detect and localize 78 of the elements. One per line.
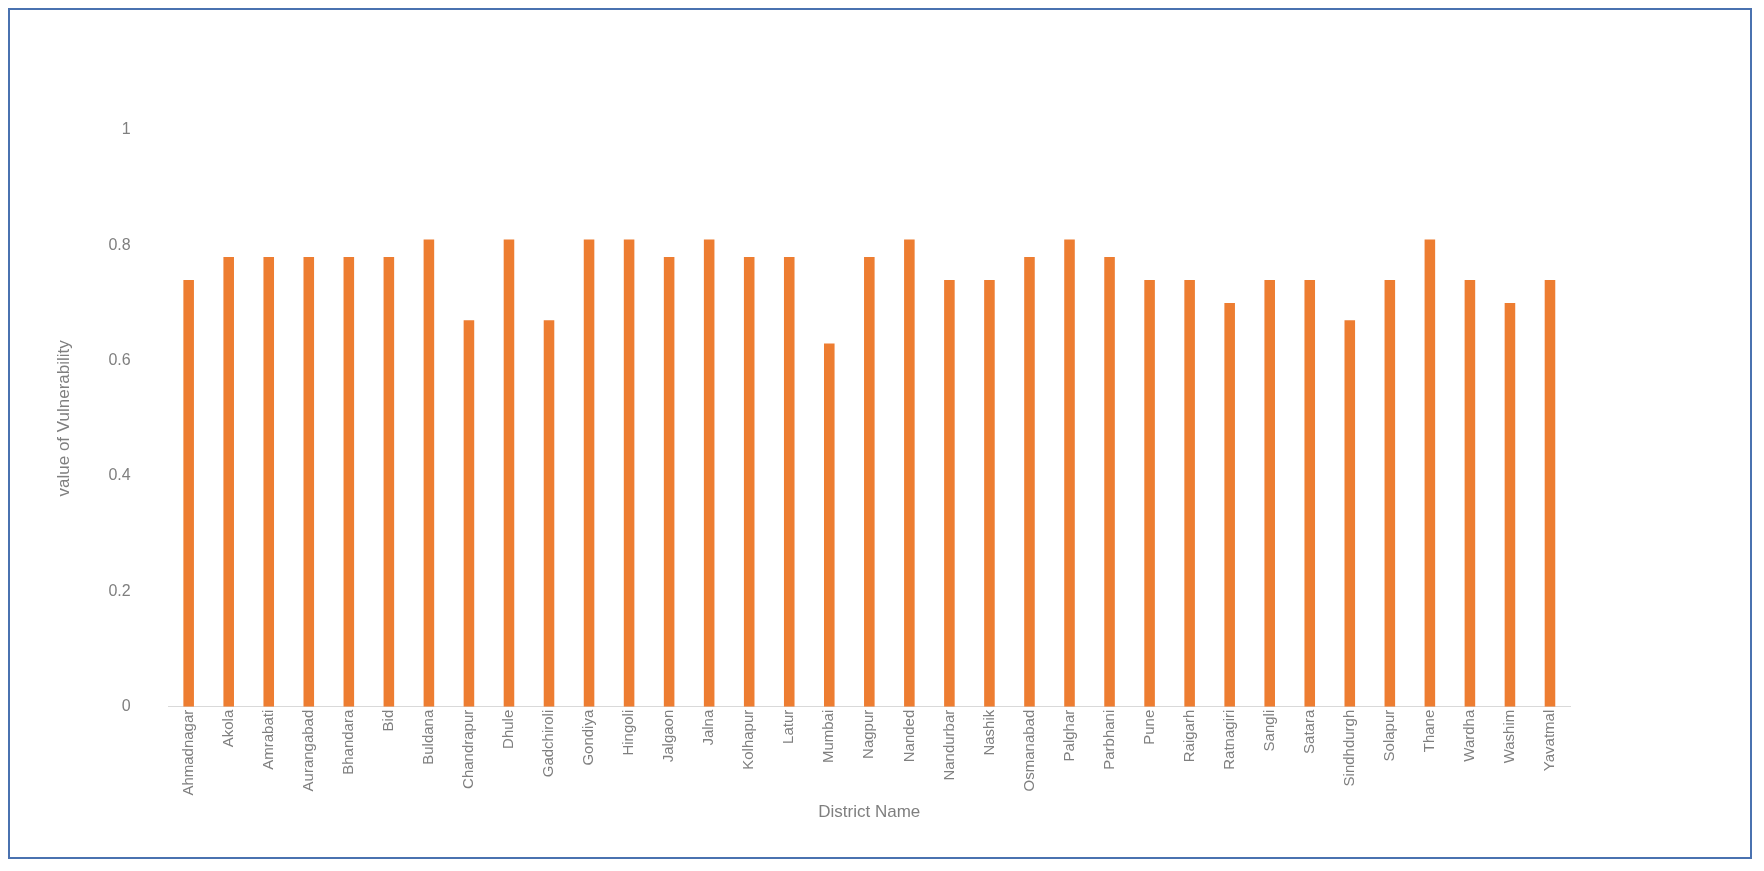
x-tick-label: Bid xyxy=(379,709,396,732)
y-tick-label: 0.4 xyxy=(108,466,131,484)
bar xyxy=(703,239,715,707)
x-tick-label: Yavatmal xyxy=(1540,709,1558,772)
x-tick-label: Satara xyxy=(1299,709,1317,754)
y-tick-label: 0.8 xyxy=(108,235,131,253)
bar xyxy=(343,256,355,707)
bar xyxy=(663,256,675,707)
bar xyxy=(223,256,234,707)
bar xyxy=(1264,279,1275,707)
bar xyxy=(543,320,555,707)
x-tick-label: Aurangabad xyxy=(298,709,316,792)
bar xyxy=(583,239,595,707)
x-tick-label: Amrabati xyxy=(258,709,276,770)
x-tick-label: Jalgaon xyxy=(659,709,677,763)
x-tick-label: Raigarh xyxy=(1179,709,1197,763)
x-tick-label: Ratnagiri xyxy=(1219,709,1237,770)
bar xyxy=(1024,256,1035,707)
bar xyxy=(1424,239,1436,707)
bar xyxy=(463,320,475,707)
bar xyxy=(1544,279,1556,707)
x-tick-label: Nagpur xyxy=(859,709,877,759)
x-tick-label: Dhule xyxy=(499,709,517,749)
x-tick-label: Bhandara xyxy=(338,709,356,775)
x-axis-title: District Name xyxy=(818,802,921,822)
bar xyxy=(623,239,635,707)
x-tick-label: Gadchiroli xyxy=(539,709,557,778)
bar xyxy=(904,239,915,707)
x-tick-label: Washim xyxy=(1500,709,1518,764)
x-tick-label: Gondiya xyxy=(579,709,597,766)
bar xyxy=(503,239,515,707)
bar xyxy=(1344,320,1356,707)
x-tick-label: Latur xyxy=(779,709,797,744)
y-tick-label: 0 xyxy=(121,697,131,715)
bar xyxy=(864,256,875,707)
x-tick-label: Sindhdurgh xyxy=(1339,709,1357,787)
bar xyxy=(1104,256,1115,707)
x-tick-label: Solapur xyxy=(1379,709,1397,762)
x-tick-label: Pune xyxy=(1139,709,1157,745)
x-tick-label: Chandrapur xyxy=(459,709,477,789)
bar xyxy=(263,256,275,707)
bar xyxy=(1064,239,1075,707)
x-tick-label: Nanded xyxy=(899,709,917,763)
x-tick-label: Wardha xyxy=(1460,709,1478,762)
bar xyxy=(1304,279,1316,707)
bar xyxy=(1504,303,1516,707)
bar xyxy=(783,256,795,707)
x-tick-label: Thane xyxy=(1420,709,1437,753)
x-tick-label: Nandurbar xyxy=(939,709,957,781)
bar xyxy=(1464,279,1476,707)
bar xyxy=(1224,303,1235,707)
y-tick-label: 0.2 xyxy=(108,581,131,599)
bar xyxy=(743,256,755,707)
x-tick-label: Nashik xyxy=(979,709,997,756)
bar xyxy=(824,343,835,707)
x-tick-label: Osmanabad xyxy=(1019,709,1037,792)
y-tick-label: 1 xyxy=(121,120,131,138)
bar xyxy=(1144,279,1155,707)
x-tick-label: Parbhani xyxy=(1099,709,1117,770)
x-tick-label: Buldana xyxy=(419,709,437,765)
bar xyxy=(423,239,435,707)
x-tick-label: Sangli xyxy=(1259,709,1277,752)
bar xyxy=(303,256,315,707)
x-tick-label: Mumbai xyxy=(819,709,837,764)
bar xyxy=(984,279,995,707)
x-tick-label: Palghar xyxy=(1059,709,1077,762)
bar xyxy=(383,256,395,707)
x-tick-label: Hingoli xyxy=(619,709,637,756)
bar xyxy=(1384,279,1396,707)
x-tick-label: Jalna xyxy=(699,709,717,746)
y-tick-label: 0.6 xyxy=(108,351,131,369)
bar xyxy=(944,279,955,707)
x-tick-label: Kolhapur xyxy=(739,709,757,770)
x-tick-label: Akola xyxy=(218,709,236,748)
y-axis-title: value of Vulnerability xyxy=(53,339,73,497)
bar xyxy=(1184,279,1195,707)
x-tick-label: Ahmadnagar xyxy=(178,709,196,796)
bar xyxy=(183,279,194,707)
